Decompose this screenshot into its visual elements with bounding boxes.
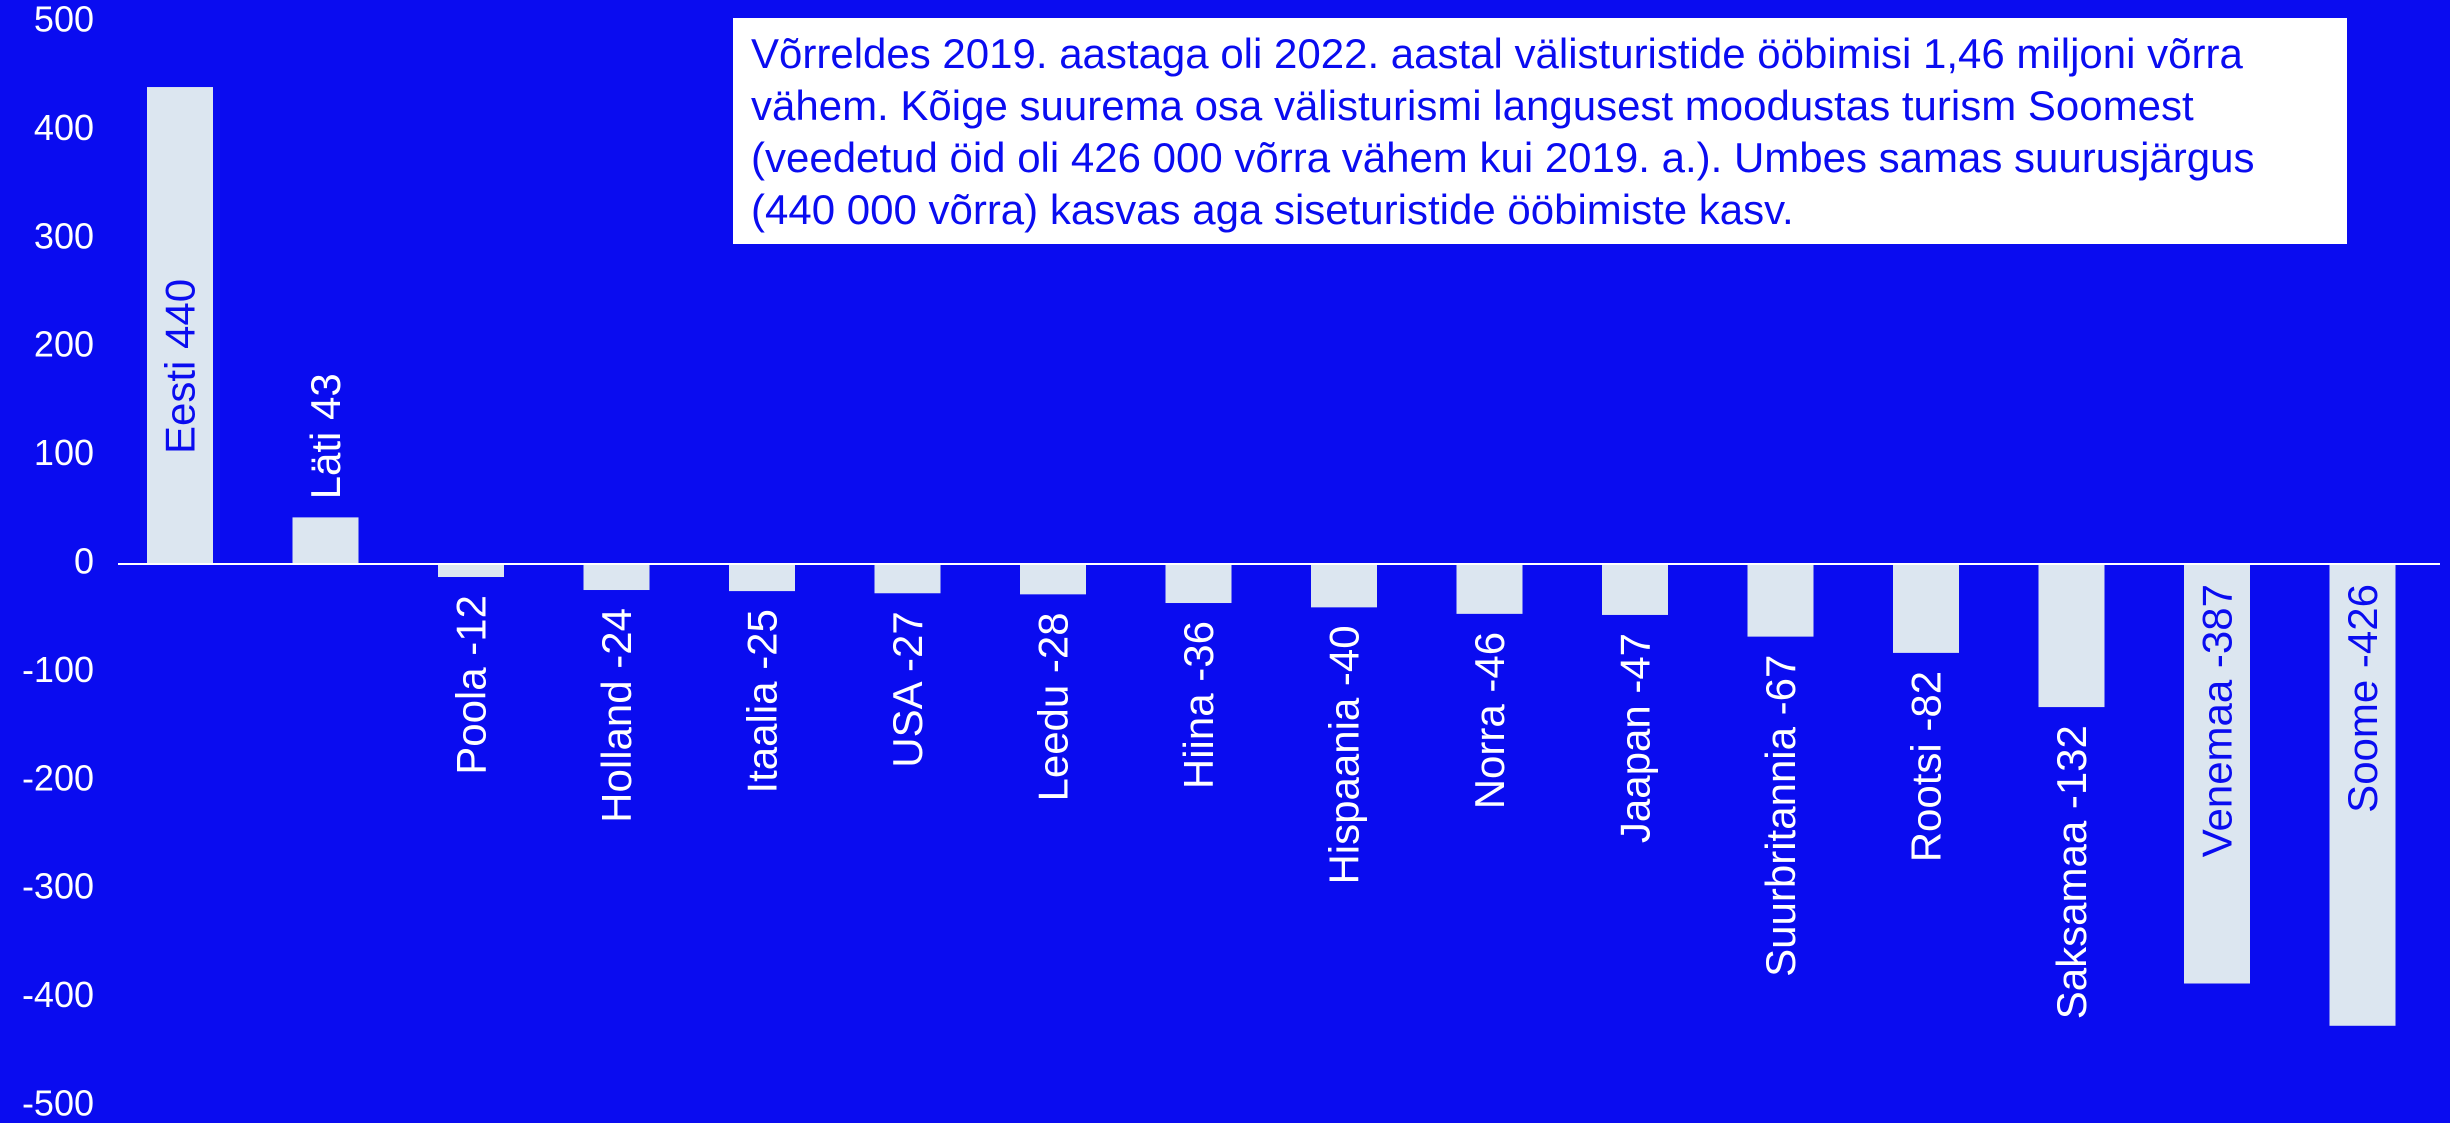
data-label: Läti 43	[302, 373, 349, 499]
data-label: Hiina -36	[1175, 621, 1222, 789]
data-label: Venemaa -387	[2194, 584, 2241, 857]
bar-itaalia	[729, 564, 795, 592]
bar-soome	[2329, 564, 2396, 1026]
y-tick-label: 200	[34, 324, 94, 365]
data-label: Jaapan -47	[1612, 633, 1659, 843]
y-tick-label: -200	[22, 757, 94, 798]
bar-rootsi	[1893, 564, 1959, 653]
y-tick-label: 100	[34, 432, 94, 473]
annotation-text: Võrreldes 2019. aastaga oli 2022. aastal…	[751, 30, 2255, 233]
data-label: Suurbritannia -67	[1757, 655, 1804, 977]
data-label: Rootsi -82	[1903, 671, 1950, 862]
bar-venemaa	[2184, 564, 2250, 984]
data-label: USA -27	[884, 611, 931, 767]
bar-holland	[583, 564, 650, 591]
bar-hispaania	[1311, 564, 1377, 608]
data-label: Norra -46	[1466, 632, 1513, 809]
bar-hiina	[1165, 564, 1232, 604]
data-label: Leedu -28	[1030, 612, 1077, 801]
y-tick-label: 500	[34, 0, 94, 40]
y-tick-label: -500	[22, 1083, 94, 1123]
y-tick-label: 400	[34, 107, 94, 148]
bar-norra	[1456, 564, 1523, 614]
bar-leedu	[1020, 564, 1086, 595]
y-tick-label: 300	[34, 215, 94, 256]
annotation-box: Võrreldes 2019. aastaga oli 2022. aastal…	[733, 18, 2347, 244]
data-label: Saksamaa -132	[2048, 725, 2095, 1019]
bar-jaapan	[1602, 564, 1668, 615]
data-label: Poola -12	[448, 595, 495, 775]
bar-poola	[438, 564, 504, 578]
data-label: Soome -426	[2339, 584, 2386, 813]
bar-saksamaa	[2038, 564, 2105, 708]
data-label: Itaalia -25	[739, 609, 786, 793]
bar-suurbritannia	[1747, 564, 1814, 637]
bar-usa	[874, 564, 941, 594]
data-label: Hispaania -40	[1321, 625, 1368, 884]
y-tick-label: 0	[74, 541, 94, 582]
data-label: Holland -24	[593, 608, 640, 823]
bar-eesti	[147, 87, 213, 564]
y-tick-label: -400	[22, 974, 94, 1015]
data-label: Eesti 440	[157, 279, 204, 454]
y-tick-label: -300	[22, 866, 94, 907]
y-tick-label: -100	[22, 649, 94, 690]
bar-läti	[292, 517, 359, 564]
